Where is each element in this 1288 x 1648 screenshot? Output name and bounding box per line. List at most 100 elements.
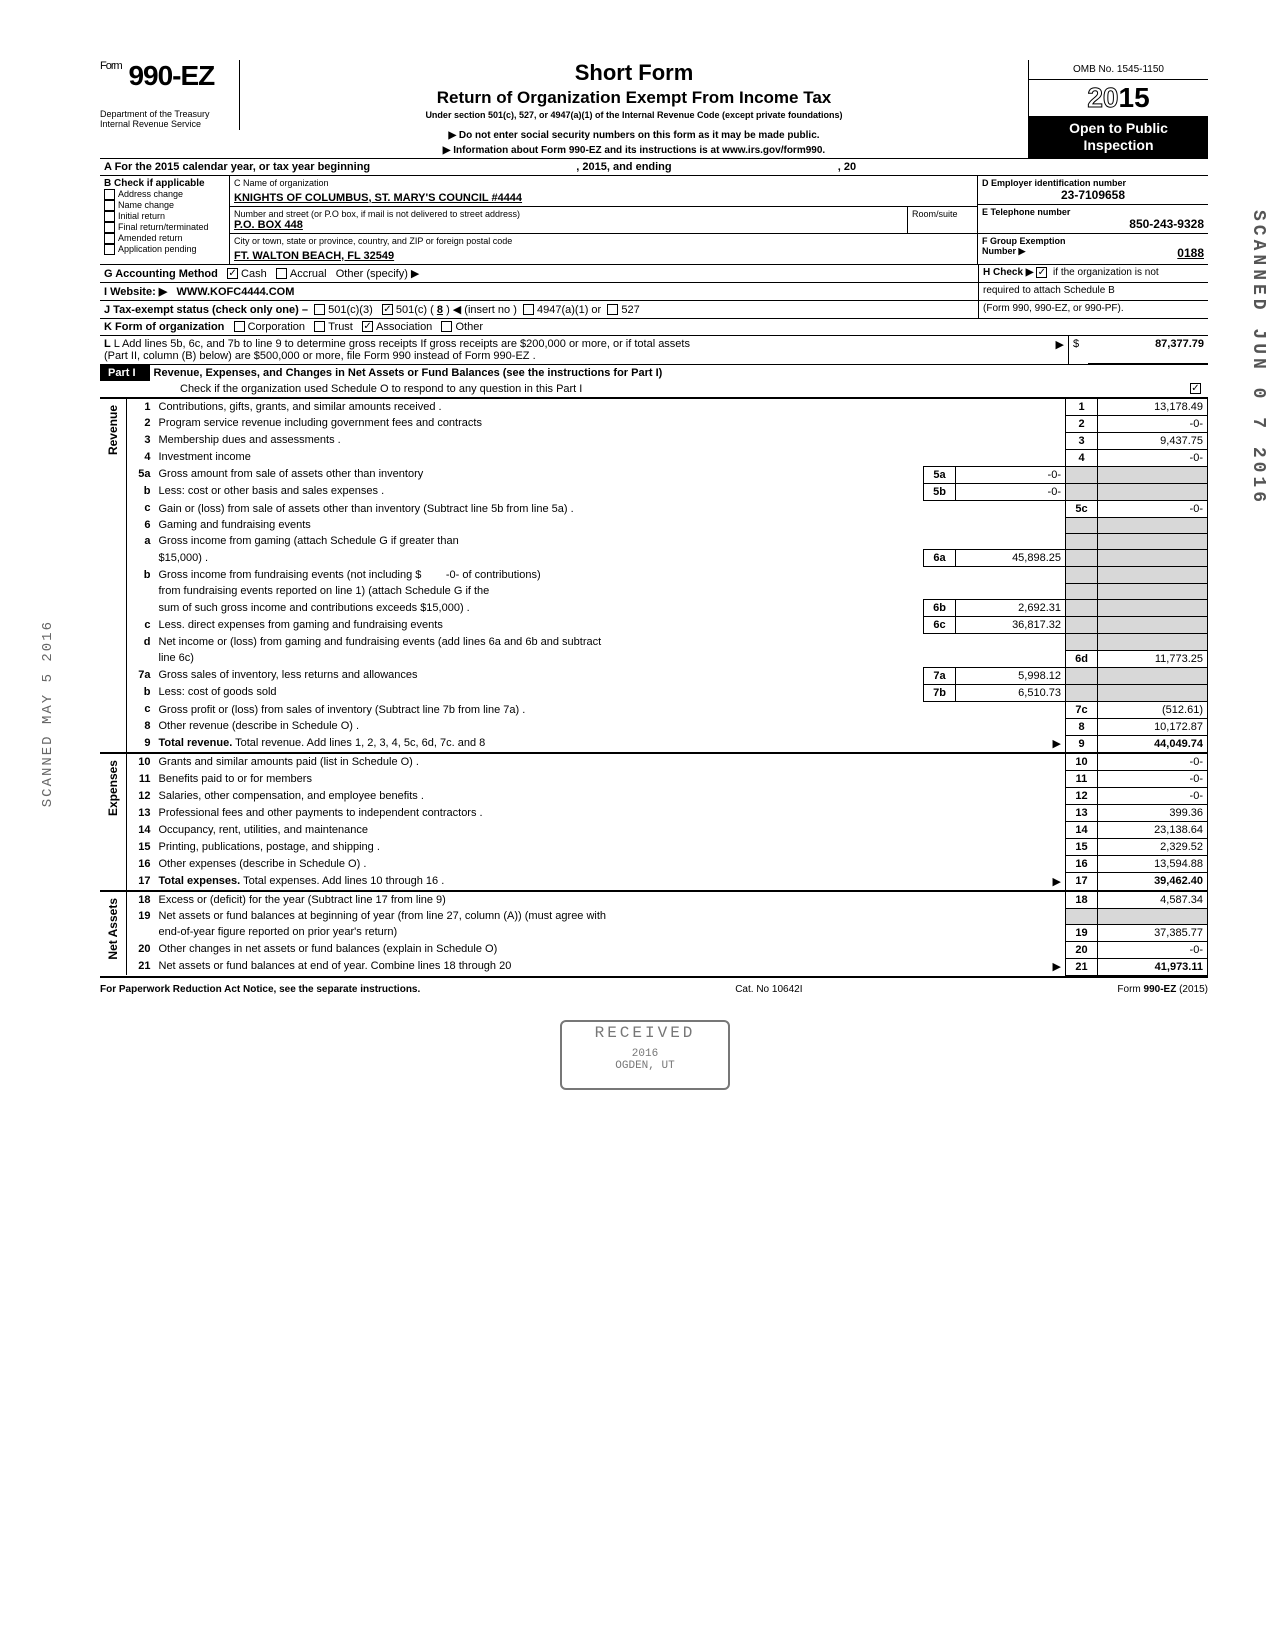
h-checkbox[interactable]: ✓ <box>1036 267 1047 278</box>
phone-value: 850-243-9328 <box>982 217 1204 231</box>
c-name-label: C Name of organization <box>230 176 977 190</box>
org-name: KNIGHTS OF COLUMBUS, ST. MARY'S COUNCIL … <box>230 190 977 207</box>
part1-check-row: Check if the organization used Schedule … <box>100 381 1208 397</box>
l-dollar: $ <box>1068 336 1088 364</box>
row-10: Expenses 10Grants and similar amounts pa… <box>100 753 1208 771</box>
scanned-stamp-right: SCANNED JUN 0 7 2016 <box>1248 210 1268 506</box>
row-13: 13Professional fees and other payments t… <box>100 805 1208 822</box>
b-opt-pending[interactable]: Application pending <box>104 244 225 255</box>
row-6d-2: line 6c) 6d11,773.25 <box>100 650 1208 667</box>
dept-irs: Internal Revenue Service <box>100 120 233 130</box>
open-line1: Open to Public <box>1031 120 1206 137</box>
row-14: 14Occupancy, rent, utilities, and mainte… <box>100 822 1208 839</box>
k-label: K Form of organization <box>104 321 224 333</box>
footer-right: Form 990-EZ (2015) <box>1117 984 1208 995</box>
row-20: 20Other changes in net assets or fund ba… <box>100 941 1208 958</box>
row-15: 15Printing, publications, postage, and s… <box>100 839 1208 856</box>
row-5a: 5aGross amount from sale of assets other… <box>100 466 1208 483</box>
line-a-mid: , 2015, and ending <box>576 161 671 173</box>
footer-left: For Paperwork Reduction Act Notice, see … <box>100 984 420 995</box>
row-6c: cLess. direct expenses from gaming and f… <box>100 617 1208 634</box>
open-line2: Inspection <box>1031 137 1206 154</box>
part1-title: Revenue, Expenses, and Changes in Net As… <box>150 365 1208 381</box>
b-opt-final[interactable]: Final return/terminated <box>104 222 225 233</box>
cash-checkbox[interactable]: ✓ <box>227 268 238 279</box>
section-g: G Accounting Method ✓Cash Accrual Other … <box>100 265 978 282</box>
b-label: B Check if applicable <box>104 178 225 189</box>
title-sub: Return of Organization Exempt From Incom… <box>250 88 1018 108</box>
scanned-stamp-left: SCANNED MAY 5 2016 <box>40 620 56 807</box>
row-j: J Tax-exempt status (check only one) – 5… <box>100 300 1208 318</box>
row-11: 11Benefits paid to or for members11-0- <box>100 771 1208 788</box>
footer: For Paperwork Reduction Act Notice, see … <box>100 984 1208 995</box>
part1-tab: Part I <box>100 365 150 381</box>
form-number: Form 990-EZ <box>100 60 233 92</box>
street-label: Number and street (or P.O box, if mail i… <box>230 207 907 233</box>
section-b: B Check if applicable Address change Nam… <box>100 176 230 264</box>
row-1: Revenue 1 Contributions, gifts, grants, … <box>100 398 1208 416</box>
row-6b-2: from fundraising events reported on line… <box>100 583 1208 600</box>
row-2: 2Program service revenue including gover… <box>100 415 1208 432</box>
form-prefix: Form <box>100 60 122 72</box>
ein-value: 23-7109658 <box>982 188 1204 202</box>
h-line3: (Form 990, 990-EZ, or 990-PF). <box>978 301 1208 318</box>
line-a-label: A For the 2015 calendar year, or tax yea… <box>104 161 370 173</box>
b-opt-amended[interactable]: Amended return <box>104 233 225 244</box>
line-a-end: , 20 <box>838 161 856 173</box>
b-opt-address[interactable]: Address change <box>104 189 225 200</box>
f-label: F Group Exemption Number ▶ 0188 <box>978 234 1208 259</box>
j-label: J Tax-exempt status (check only one) – <box>104 304 308 316</box>
row-k: K Form of organization Corporation Trust… <box>100 318 1208 335</box>
group-exemption: 0188 <box>1177 246 1204 260</box>
row-17: 17 Total expenses. Total expenses. Add l… <box>100 873 1208 891</box>
g-label: G Accounting Method <box>104 268 218 280</box>
row-gh: G Accounting Method ✓Cash Accrual Other … <box>100 264 1208 282</box>
section-h: H Check ▶ ✓ if the organization is not <box>978 265 1208 282</box>
l-line1: L Add lines 5b, 6c, and 7b to line 9 to … <box>114 338 690 350</box>
accrual-checkbox[interactable] <box>276 268 287 279</box>
b-opt-initial[interactable]: Initial return <box>104 211 225 222</box>
row-i: I Website: ▶ WWW.KOFC4444.COM required t… <box>100 282 1208 300</box>
row-9: 9 Total revenue. Total revenue. Add line… <box>100 735 1208 753</box>
side-expenses: Expenses <box>104 756 122 820</box>
open-to-public: Open to Public Inspection <box>1029 116 1208 158</box>
side-revenue: Revenue <box>104 401 122 459</box>
j-4947[interactable] <box>523 304 534 315</box>
k-other[interactable] <box>441 321 452 332</box>
k-corp[interactable] <box>234 321 245 332</box>
received-stamp: RECEIVED 2016 OGDEN, UT <box>560 1020 730 1090</box>
row-6d-1: dNet income or (loss) from gaming and fu… <box>100 634 1208 651</box>
part1-checkbox[interactable]: ✓ <box>1190 383 1201 394</box>
city-label: City or town, state or province, country… <box>230 234 977 248</box>
b-opt-name[interactable]: Name change <box>104 200 225 211</box>
k-trust[interactable] <box>314 321 325 332</box>
h-line2: required to attach Schedule B <box>978 283 1208 300</box>
j-501c3[interactable] <box>314 304 325 315</box>
row-8: 8Other revenue (describe in Schedule O) … <box>100 718 1208 735</box>
block-bcdef: B Check if applicable Address change Nam… <box>100 175 1208 264</box>
part1-check-text: Check if the organization used Schedule … <box>180 383 582 395</box>
row-6a-1: aGross income from gaming (attach Schedu… <box>100 533 1208 550</box>
section-c: C Name of organization KNIGHTS OF COLUMB… <box>230 176 978 264</box>
section-def: D Employer identification number 23-7109… <box>978 176 1208 264</box>
form-number-text: 990-EZ <box>128 60 214 91</box>
main-table: Revenue 1 Contributions, gifts, grants, … <box>100 397 1208 976</box>
row-5b: bLess: cost or other basis and sales exp… <box>100 483 1208 500</box>
row-21: 21 Net assets or fund balances at end of… <box>100 958 1208 975</box>
row-18: Net Assets 18Excess or (deficit) for the… <box>100 891 1208 909</box>
k-assoc[interactable]: ✓ <box>362 321 373 332</box>
j-501c[interactable]: ✓ <box>382 304 393 315</box>
row-6b-3: sum of such gross income and contributio… <box>100 600 1208 617</box>
l-value: 87,377.79 <box>1088 336 1208 364</box>
form-header: Form 990-EZ Department of the Treasury I… <box>100 60 1208 158</box>
row-12: 12Salaries, other compensation, and empl… <box>100 788 1208 805</box>
line-a: A For the 2015 calendar year, or tax yea… <box>100 158 1208 175</box>
l-arrow: ▶ <box>1038 336 1068 364</box>
row-5c: cGain or (loss) from sale of assets othe… <box>100 500 1208 517</box>
row-19-2: end-of-year figure reported on prior yea… <box>100 924 1208 941</box>
j-527[interactable] <box>607 304 618 315</box>
e-label: E Telephone number 850-243-9328 <box>978 205 1208 234</box>
arrow-info: ▶ Information about Form 990-EZ and its … <box>250 145 1018 156</box>
arrow-ssn: ▶ Do not enter social security numbers o… <box>250 130 1018 141</box>
row-6b-1: b Gross income from fundraising events (… <box>100 567 1208 584</box>
